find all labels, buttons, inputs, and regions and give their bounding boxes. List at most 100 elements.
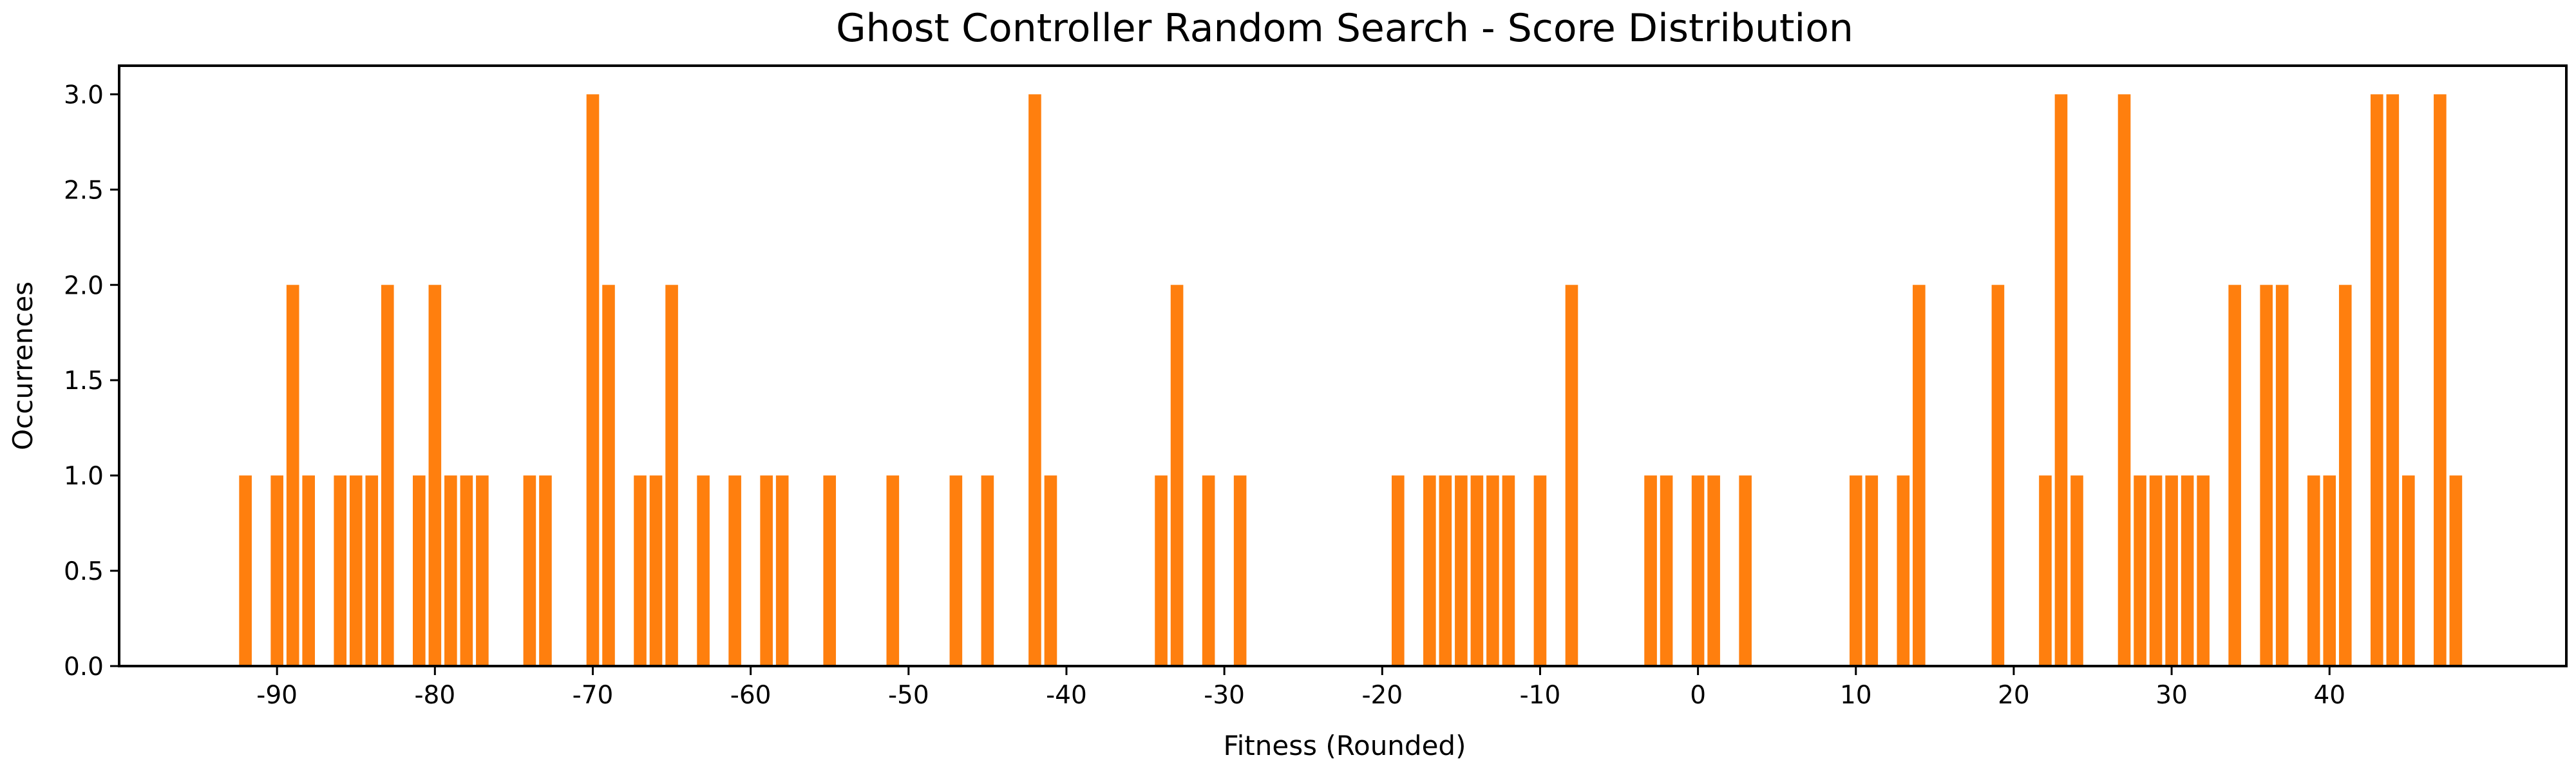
bar: [476, 475, 489, 666]
bar: [2228, 285, 2241, 666]
bar: [1660, 475, 1673, 666]
bar: [1392, 475, 1405, 666]
bar: [1233, 475, 1247, 666]
bar: [2402, 475, 2415, 666]
bar: [1423, 475, 1436, 666]
bar: [2307, 475, 2320, 666]
bar: [2165, 475, 2178, 666]
x-tick-label: 30: [2155, 681, 2188, 710]
bar: [1865, 475, 1879, 666]
bar: [2197, 475, 2210, 666]
y-tick-label: 1.0: [64, 462, 104, 491]
bar: [1470, 475, 1484, 666]
bar: [886, 475, 900, 666]
bar: [1028, 94, 1041, 666]
y-axis: 0.0 0.5 1.0 1.5 2.0 2.5 3.0: [64, 81, 119, 682]
bar: [760, 475, 773, 666]
y-tick-label: 1.5: [64, 367, 104, 396]
bar: [949, 475, 963, 666]
bar: [728, 475, 741, 666]
y-tick-label: 3.0: [64, 81, 104, 110]
bar: [1691, 475, 1705, 666]
y-tick-label: 0.5: [64, 557, 104, 586]
x-tick-label: 40: [2313, 681, 2345, 710]
bar: [697, 475, 710, 666]
bar: [1502, 475, 1515, 666]
bar: [286, 285, 299, 666]
bar: [349, 475, 363, 666]
bar: [1439, 475, 1452, 666]
bar: [586, 94, 600, 666]
bar: [2181, 475, 2194, 666]
bars-group: [239, 94, 2463, 666]
bar: [302, 475, 315, 666]
x-axis: -90 -80 -70 -60 -50 -40 -30 -20 -10 0 10 20 30 40: [256, 666, 2345, 710]
bar: [2338, 285, 2352, 666]
y-tick-label: 0.0: [64, 653, 104, 682]
bar: [460, 475, 473, 666]
bar: [2149, 475, 2163, 666]
x-axis-label: Fitness (Rounded): [1224, 730, 1466, 761]
bar: [823, 475, 837, 666]
bar: [413, 475, 426, 666]
bar: [1913, 285, 1926, 666]
plot-frame: [118, 64, 2568, 667]
y-tick-label: 2.0: [64, 271, 104, 300]
x-tick-label: -70: [573, 681, 614, 710]
bar: [1155, 475, 1168, 666]
x-tick-label: 0: [1690, 681, 1706, 710]
bar: [239, 475, 252, 666]
bar: [649, 475, 663, 666]
bar: [2117, 94, 2131, 666]
bar: [539, 475, 552, 666]
bar: [1991, 285, 2005, 666]
bar: [1533, 475, 1547, 666]
bar: [1565, 285, 1578, 666]
y-axis-label: Occurrences: [7, 282, 39, 450]
x-tick-label: -20: [1361, 681, 1403, 710]
x-tick-label: -30: [1204, 681, 1245, 710]
x-tick-label: -90: [256, 681, 298, 710]
bar: [665, 285, 678, 666]
bar: [2070, 475, 2083, 666]
bar: [1849, 475, 1862, 666]
bar: [1202, 475, 1215, 666]
y-tick-label: 2.5: [64, 176, 104, 205]
bar: [2371, 94, 2383, 666]
bar: [2323, 475, 2336, 666]
x-tick-label: -10: [1520, 681, 1561, 710]
bar: [1644, 475, 1657, 666]
chart-title: Ghost Controller Random Search - Score D…: [836, 6, 1853, 51]
bar: [334, 475, 347, 666]
x-tick-label: -60: [730, 681, 772, 710]
bar: [270, 475, 283, 666]
x-tick-label: 10: [1840, 681, 1872, 710]
bar: [1455, 475, 1468, 666]
x-tick-label: 20: [1998, 681, 2030, 710]
bar: [1739, 475, 1752, 666]
bar: [1486, 475, 1499, 666]
bar: [2386, 94, 2400, 666]
x-tick-label: -50: [888, 681, 929, 710]
bar: [2134, 475, 2146, 666]
bar: [2260, 285, 2273, 666]
bar: [602, 285, 615, 666]
bar: [2449, 475, 2463, 666]
bar: [2275, 285, 2289, 666]
x-tick-label: -80: [414, 681, 455, 710]
bar: [523, 475, 536, 666]
bar: [1170, 285, 1184, 666]
bar: [1044, 475, 1057, 666]
bar: [2039, 475, 2052, 666]
bar: [444, 475, 457, 666]
bar: [365, 475, 379, 666]
x-tick-label: -40: [1046, 681, 1087, 710]
bar: [428, 285, 442, 666]
bar: [1897, 475, 1910, 666]
bar: [634, 475, 647, 666]
bar: [775, 475, 789, 666]
bar: [1707, 475, 1720, 666]
bar: [2054, 94, 2068, 666]
bar: [2434, 94, 2447, 666]
